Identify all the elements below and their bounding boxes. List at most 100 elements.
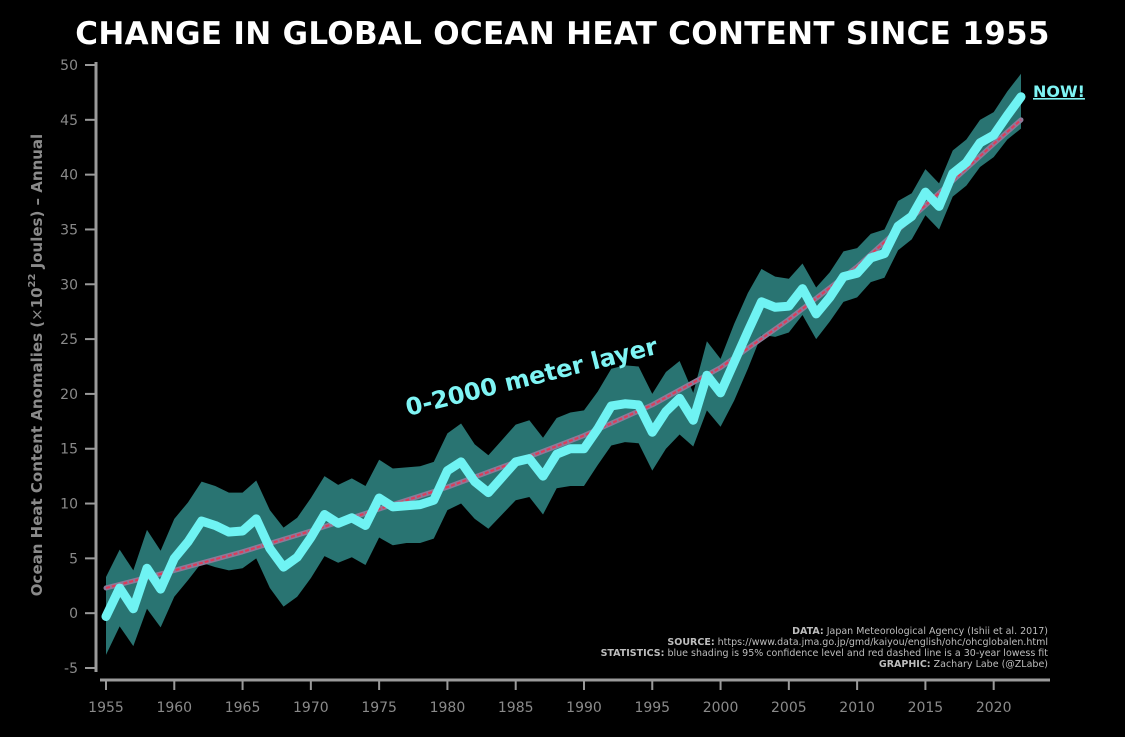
data-point xyxy=(499,474,505,480)
data-point xyxy=(963,160,969,166)
data-point xyxy=(636,402,642,408)
data-point xyxy=(144,565,150,571)
x-tick-label: 1990 xyxy=(566,700,602,716)
x-tick-label: 1970 xyxy=(293,700,329,716)
data-point xyxy=(444,468,450,474)
data-point xyxy=(731,359,737,365)
data-point xyxy=(308,535,314,541)
data-point xyxy=(813,311,819,317)
data-point xyxy=(608,403,614,409)
series-layer xyxy=(101,92,1026,621)
y-tick-label: 50 xyxy=(60,58,78,74)
data-point xyxy=(868,255,874,261)
data-point xyxy=(677,395,683,401)
data-point xyxy=(267,545,273,551)
credit-text: blue shading is 95% confidence level and… xyxy=(664,648,1048,659)
credit-key: GRAPHIC: xyxy=(879,659,931,670)
data-point xyxy=(759,299,765,305)
data-point xyxy=(622,401,628,407)
y-tick-label: 10 xyxy=(60,497,78,513)
data-point xyxy=(1018,94,1024,100)
data-point xyxy=(977,140,983,146)
data-point xyxy=(240,528,246,534)
data-point xyxy=(786,303,792,309)
y-tick-label: 25 xyxy=(60,332,78,348)
x-tick-label: 2015 xyxy=(908,700,944,716)
data-point xyxy=(458,459,464,465)
credit-line: DATA: Japan Meteorological Agency (Ishii… xyxy=(792,626,1048,637)
x-tick-label: 1975 xyxy=(361,700,397,716)
credit-text: Japan Meteorological Agency (Ishii et al… xyxy=(824,626,1048,637)
x-tick-label: 1965 xyxy=(225,700,261,716)
y-tick-label: 40 xyxy=(60,168,78,184)
x-tick-label: 1995 xyxy=(634,700,670,716)
credit-text: https://www.data.jma.go.jp/gmd/kaiyou/en… xyxy=(715,637,1048,648)
x-tick-label: 2020 xyxy=(976,700,1012,716)
data-point xyxy=(335,520,341,526)
data-point xyxy=(212,522,218,528)
data-point xyxy=(540,473,546,479)
data-point xyxy=(253,516,259,522)
data-point xyxy=(417,502,423,508)
data-point xyxy=(526,456,532,462)
data-point xyxy=(991,132,997,138)
data-point xyxy=(745,328,751,334)
data-point xyxy=(936,203,942,209)
data-point xyxy=(881,251,887,257)
data-point xyxy=(854,270,860,276)
credit-line: SOURCE: https://www.data.jma.go.jp/gmd/k… xyxy=(667,637,1048,648)
data-point xyxy=(1004,112,1010,118)
data-point xyxy=(649,429,655,435)
data-point xyxy=(799,286,805,292)
y-tick-label: 0 xyxy=(69,606,78,622)
y-tick-label: 35 xyxy=(60,222,78,238)
data-point xyxy=(704,372,710,378)
data-point xyxy=(663,408,669,414)
series-line xyxy=(101,92,1026,621)
data-point xyxy=(376,495,382,501)
x-tick-label: 1980 xyxy=(430,700,466,716)
credit-text: Zachary Labe (@ZLabe) xyxy=(931,659,1048,670)
x-tick-label: 2005 xyxy=(771,700,807,716)
data-point xyxy=(130,606,136,612)
data-point xyxy=(226,529,232,535)
y-axis-label: Ocean Heat Content Anomalies (×1022 Joul… xyxy=(27,134,46,596)
axes: -5 0 5 10 15 20 25 30 35 40 45 50 1955 1960 1965 1970 19… xyxy=(27,58,1050,716)
credit-key: SOURCE: xyxy=(667,637,714,648)
data-point xyxy=(322,512,328,518)
confidence-band xyxy=(106,73,1021,655)
data-point xyxy=(349,515,355,521)
data-point xyxy=(827,294,833,300)
data-point xyxy=(390,504,396,510)
y-tick-label: 45 xyxy=(60,113,78,129)
y-axis-label-sup: 22 xyxy=(27,274,38,288)
credit-key: STATISTICS: xyxy=(601,648,665,659)
y-tick-label: 5 xyxy=(69,551,78,567)
y-tick-label: -5 xyxy=(64,661,78,677)
confidence-band-area xyxy=(106,73,1021,655)
data-point xyxy=(581,446,587,452)
data-point xyxy=(117,585,123,591)
y-tick-label: 20 xyxy=(60,387,78,403)
x-tick-label: 1955 xyxy=(88,700,124,716)
x-tick-label: 1985 xyxy=(498,700,534,716)
data-point xyxy=(554,451,560,457)
now-annotation: NOW! xyxy=(1033,82,1085,101)
data-point xyxy=(909,213,915,219)
data-point xyxy=(158,586,164,592)
data-point xyxy=(103,613,109,619)
data-point xyxy=(840,274,846,280)
data-point xyxy=(718,390,724,396)
data-point xyxy=(690,417,696,423)
data-point xyxy=(772,304,778,310)
data-point xyxy=(403,503,409,509)
data-point xyxy=(595,426,601,432)
y-axis-label-base: 10 xyxy=(28,287,46,308)
x-tick-label: 1960 xyxy=(156,700,192,716)
data-point xyxy=(431,497,437,503)
data-point xyxy=(472,479,478,485)
data-point xyxy=(922,189,928,195)
chart-title: CHANGE IN GLOBAL OCEAN HEAT CONTENT SINC… xyxy=(75,16,1050,52)
data-point xyxy=(281,564,287,570)
